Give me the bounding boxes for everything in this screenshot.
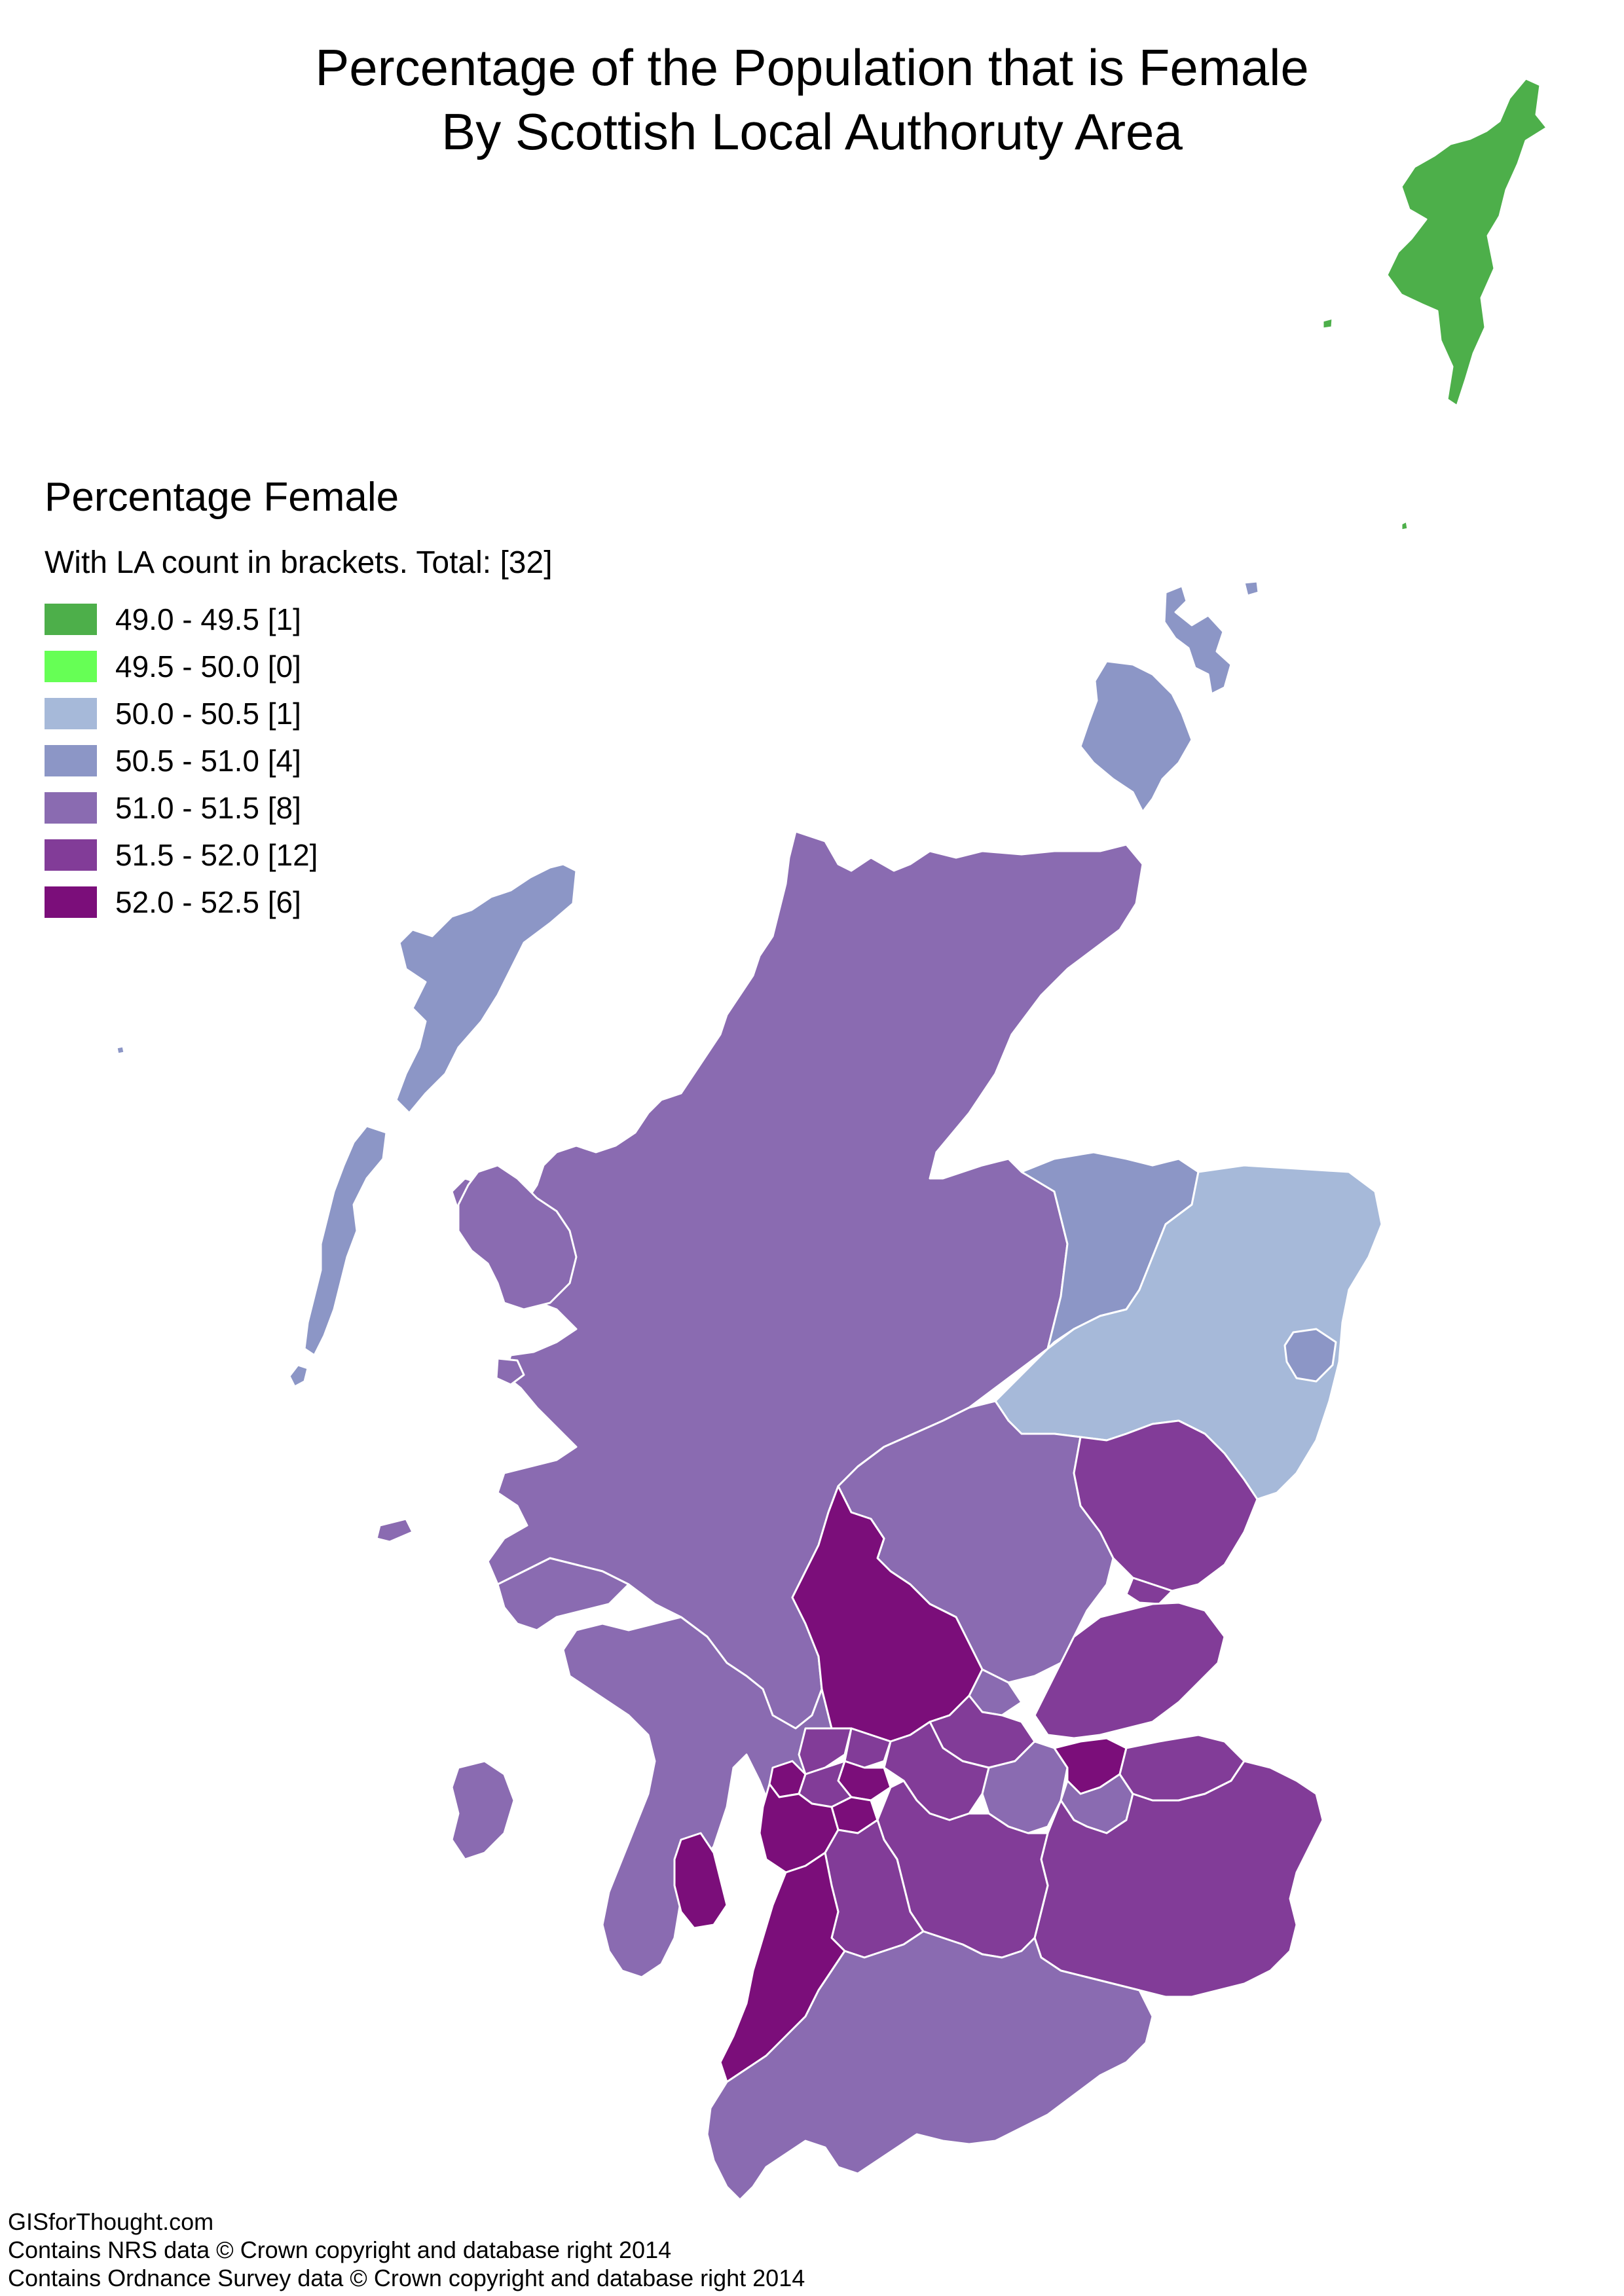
map-title: Percentage of the Population that is Fem… bbox=[0, 35, 1624, 164]
credits: GISforThought.com Contains NRS data © Cr… bbox=[8, 2208, 805, 2292]
region-highland-skye bbox=[457, 1164, 578, 1311]
credit-ordnance-survey: Contains Ordnance Survey data © Crown co… bbox=[8, 2265, 805, 2291]
legend-item: 51.0 - 51.5 [8] bbox=[45, 784, 553, 831]
legend-item: 50.5 - 51.0 [4] bbox=[45, 737, 553, 784]
legend-item: 52.0 - 52.5 [6] bbox=[45, 879, 553, 926]
region-fair-isle bbox=[1400, 520, 1409, 532]
credit-nrs: Contains NRS data © Crown copyright and … bbox=[8, 2236, 672, 2263]
legend-label: 51.5 - 52.0 [12] bbox=[115, 838, 318, 872]
region-shetland bbox=[1386, 77, 1548, 407]
legend-swatch bbox=[45, 651, 97, 682]
region-st-kilda bbox=[115, 1045, 126, 1055]
legend-label: 51.0 - 51.5 [8] bbox=[115, 791, 301, 825]
legend-label: 49.5 - 50.0 [0] bbox=[115, 649, 301, 683]
region-fife bbox=[1033, 1601, 1226, 1740]
legend-item: 49.5 - 50.0 [0] bbox=[45, 643, 553, 690]
legend-swatch bbox=[45, 698, 97, 729]
region-scottish-borders bbox=[1033, 1760, 1324, 1998]
credit-site: GISforThought.com bbox=[8, 2208, 214, 2235]
region-west-dunbartonshire bbox=[798, 1727, 853, 1776]
legend-label: 50.0 - 50.5 [1] bbox=[115, 697, 301, 731]
region-orkney-north-isles bbox=[1163, 585, 1232, 695]
legend-label: 52.0 - 52.5 [6] bbox=[115, 885, 301, 919]
region-north-ayrshire-arran bbox=[673, 1832, 728, 1929]
legend-swatch bbox=[45, 745, 97, 776]
title-line-2: By Scottish Local Authoruty Area bbox=[441, 103, 1183, 160]
legend-item: 51.5 - 52.0 [12] bbox=[45, 831, 553, 879]
legend-swatch bbox=[45, 604, 97, 635]
title-line-1: Percentage of the Population that is Fem… bbox=[315, 39, 1309, 96]
region-aberdeen-city bbox=[1283, 1328, 1337, 1383]
region-highland-rum bbox=[495, 1357, 525, 1386]
region-dumfries-and-galloway bbox=[706, 1930, 1154, 2201]
region-eileanan-siar-barra bbox=[288, 1364, 309, 1388]
region-angus bbox=[1073, 1419, 1259, 1592]
legend-item: 50.0 - 50.5 [1] bbox=[45, 690, 553, 737]
legend-swatch bbox=[45, 792, 97, 824]
legend-item: 49.0 - 49.5 [1] bbox=[45, 596, 553, 643]
legend-label: 49.0 - 49.5 [1] bbox=[115, 602, 301, 636]
region-eileanan-siar-uist bbox=[303, 1125, 388, 1357]
legend-title: Percentage Female bbox=[45, 475, 399, 520]
legend-items: 49.0 - 49.5 [1] 49.5 - 50.0 [0] 50.0 - 50.… bbox=[45, 596, 553, 926]
legend-swatch bbox=[45, 839, 97, 871]
region-argyll-coll-tiree bbox=[375, 1518, 414, 1543]
legend-swatch bbox=[45, 886, 97, 918]
legend-label: 50.5 - 51.0 [4] bbox=[115, 744, 301, 778]
region-west-lothian bbox=[981, 1740, 1069, 1834]
region-highland bbox=[451, 830, 1144, 1730]
map-legend: Percentage Female With LA count in brack… bbox=[45, 471, 553, 926]
legend-subtitle: With LA count in brackets. Total: [32] bbox=[45, 545, 553, 580]
region-argyll-islay bbox=[451, 1760, 515, 1861]
region-orkney bbox=[1079, 660, 1193, 813]
region-argyll-and-bute bbox=[562, 1616, 833, 1978]
region-na-h-eileanan-siar bbox=[395, 863, 578, 1114]
region-shetland-west-island bbox=[1321, 317, 1334, 330]
region-orkney-east bbox=[1243, 580, 1260, 597]
region-argyll-mull bbox=[496, 1557, 630, 1631]
